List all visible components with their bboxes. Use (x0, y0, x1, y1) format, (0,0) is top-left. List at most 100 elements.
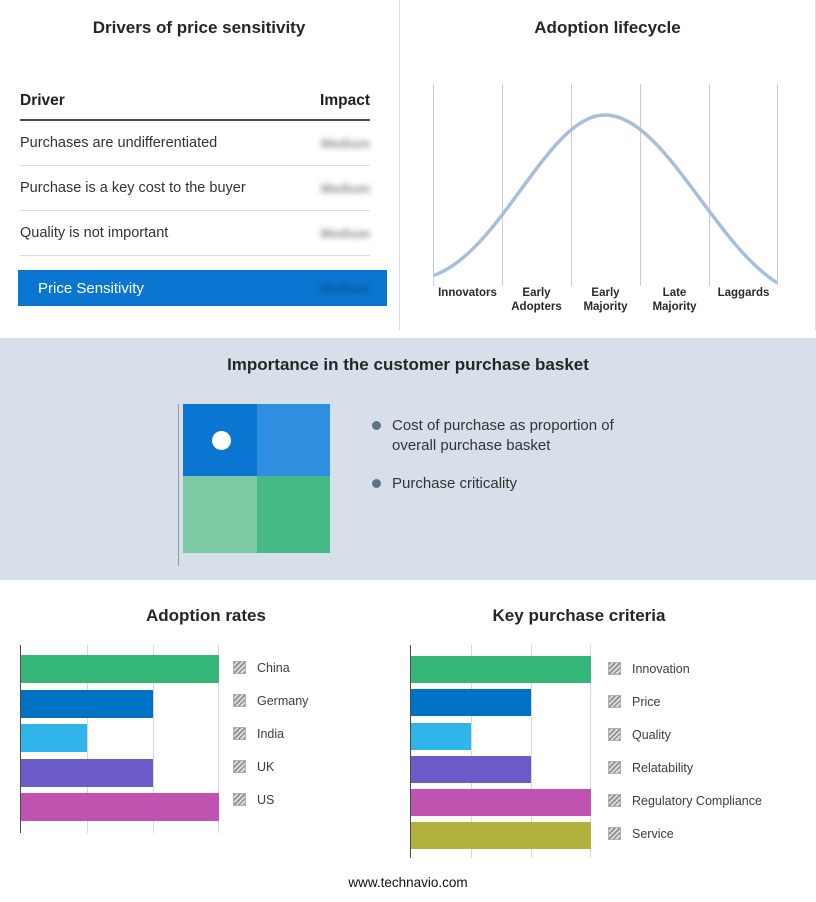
legend-swatch-icon (608, 662, 621, 675)
bell-curve (433, 113, 778, 284)
stage-label: Laggards (717, 287, 770, 299)
table-row: Purchases are undifferentiated Medium (20, 121, 370, 166)
legend-item: Quality (608, 727, 762, 742)
legend-item: UK (233, 759, 308, 774)
gridline (502, 84, 503, 286)
legend-label: Innovation (632, 661, 690, 676)
legend-swatch-icon (233, 727, 246, 740)
bar-service (411, 822, 591, 850)
legend-item: Service (608, 826, 762, 841)
legend-swatch-icon (233, 661, 246, 674)
col-header-driver: Driver (20, 92, 65, 109)
legend-label: India (257, 726, 285, 741)
stage-label: Late Majority (652, 287, 697, 313)
lifecycle-title: Adoption lifecycle (534, 18, 681, 37)
adoption-rates-title: Adoption rates (146, 606, 266, 625)
legend-label: Service (632, 826, 674, 841)
legend-swatch-icon (608, 695, 621, 708)
gridline (709, 84, 710, 286)
adoption-rates-chart (20, 645, 219, 833)
lifecycle-stage-labels: Innovators Early Adopters Early Majority… (433, 287, 778, 315)
bullet-dot-icon (372, 479, 381, 488)
legend-item: US (233, 792, 308, 807)
legend-label: China (257, 660, 290, 675)
legend-item: India (233, 726, 308, 741)
bar-price (411, 689, 531, 717)
key-purchase-criteria-title: Key purchase criteria (492, 606, 666, 625)
legend-swatch-icon (233, 793, 246, 806)
gridline (86, 645, 88, 833)
bullet-item: Cost of purchase as proportion of overal… (372, 416, 634, 455)
legend-item: Regulatory Compliance (608, 793, 762, 808)
quadrant-top-right (256, 404, 330, 476)
table-row: Purchase is a key cost to the buyer Medi… (20, 166, 370, 211)
legend-swatch-icon (608, 827, 621, 840)
driver-label: Purchases are undifferentiated (20, 135, 218, 151)
bullet-text: Purchase criticality (392, 475, 518, 492)
bar-relatability (411, 755, 531, 783)
stage-label: Early Adopters (511, 287, 562, 313)
table-row: Quality is not important Medium (20, 211, 370, 256)
legend-item: Relatability (608, 760, 762, 775)
legend-swatch-icon (608, 761, 621, 774)
price-sensitivity-summary-bar: Price Sensitivity Medium (18, 270, 387, 306)
driver-label: Quality is not important (20, 225, 169, 241)
bullet-dot-icon (372, 421, 381, 430)
gridline (777, 84, 778, 286)
footer-url: www.technavio.com (348, 875, 468, 890)
stage-label: Innovators (438, 287, 497, 299)
legend-label: Germany (257, 693, 309, 708)
bar-innovation (411, 656, 591, 683)
bar-india (21, 724, 87, 752)
legend-label: UK (257, 759, 275, 774)
drivers-table: Driver Impact Purchases are undifferenti… (18, 92, 387, 306)
adoption-rates-legend: China Germany India UK US (233, 661, 308, 826)
legend-label: US (257, 792, 275, 807)
lifecycle-panel: Adoption lifecycle Innovators Early Adop… (399, 0, 816, 330)
legend-swatch-icon (233, 760, 246, 773)
legend-swatch-icon (233, 694, 246, 707)
impact-value-blurred: Medium (320, 225, 370, 241)
impact-value-blurred: Medium (320, 135, 370, 151)
summary-impact-blurred: Medium (319, 280, 369, 296)
bar-germany (21, 689, 153, 718)
drivers-panel: Drivers of price sensitivity Driver Impa… (0, 0, 398, 330)
legend-swatch-icon (608, 794, 621, 807)
bar-group (411, 645, 591, 850)
basket-title: Importance in the customer purchase bask… (227, 355, 589, 374)
bullet-item: Purchase criticality (372, 474, 634, 494)
gridline (218, 645, 219, 833)
gridline (640, 84, 641, 286)
drivers-title: Drivers of price sensitivity (92, 18, 306, 37)
legend-label: Relatability (632, 760, 694, 775)
impact-value-blurred: Medium (320, 180, 370, 196)
legend-label: Price (632, 694, 661, 709)
table-header-row: Driver Impact (20, 92, 370, 121)
purchase-basket-band: Importance in the customer purchase bask… (0, 338, 816, 580)
bar-us (21, 793, 219, 821)
bar-china (21, 655, 219, 683)
key-purchase-criteria-legend: Innovation Price Quality Relatability Re… (608, 662, 762, 860)
legend-label: Regulatory Compliance (632, 793, 762, 808)
bar-quality (411, 722, 471, 750)
bar-group (21, 645, 219, 821)
basket-bullet-list: Cost of purchase as proportion of overal… (372, 416, 634, 513)
bar-regulatory-compliance (411, 789, 591, 817)
quadrant-bottom-left (183, 476, 257, 553)
position-marker-dot (212, 431, 231, 450)
legend-label: Quality (632, 727, 671, 742)
driver-label: Purchase is a key cost to the buyer (20, 180, 246, 196)
gridline (531, 645, 532, 858)
legend-swatch-icon (608, 728, 621, 741)
gridline (153, 645, 154, 833)
key-purchase-criteria-chart (410, 645, 591, 858)
col-header-impact: Impact (320, 92, 370, 109)
gridline (571, 84, 572, 286)
quadrant-axis (178, 404, 179, 566)
legend-item: Germany (233, 693, 309, 708)
legend-item: Price (608, 694, 762, 709)
gridline (590, 645, 591, 858)
legend-item: China (233, 660, 308, 675)
bell-curve-path (433, 113, 778, 284)
